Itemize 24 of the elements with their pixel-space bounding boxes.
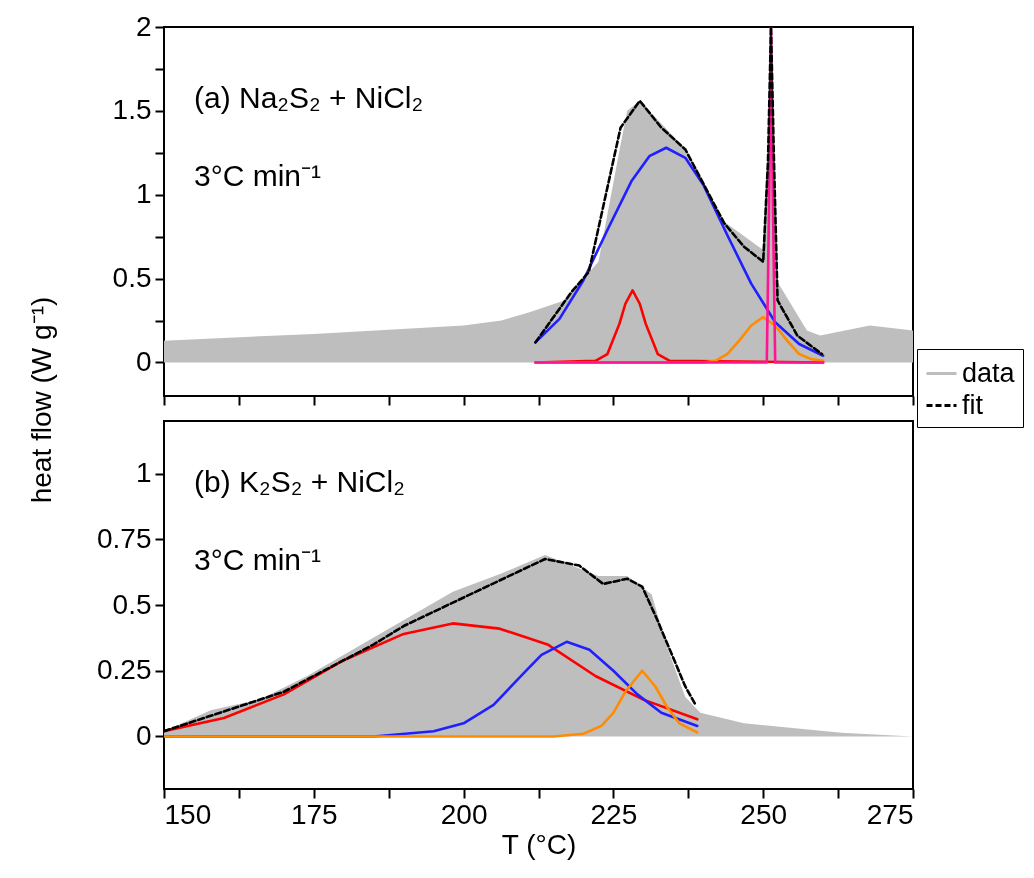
annotation: 3°C min⁻¹: [194, 159, 322, 192]
y-tick-label: 0: [135, 345, 152, 377]
annotation: (b) K₂S₂ + NiCl₂: [194, 465, 405, 498]
x-tick-label: 150: [164, 798, 212, 830]
x-tick-label: 200: [440, 798, 488, 830]
legend-label: fit: [962, 389, 984, 420]
y-tick-label: 0.5: [112, 588, 152, 620]
annotation: (a) Na₂S₂ + NiCl₂: [194, 81, 424, 114]
legend-label: data: [962, 357, 1016, 388]
y-axis-title: heat flow (W g⁻¹): [25, 296, 58, 504]
y-tick-label: 0: [135, 719, 152, 751]
annotation: 3°C min⁻¹: [194, 543, 322, 576]
y-tick-label: 1.5: [112, 94, 152, 126]
y-tick-label: 0.25: [97, 654, 152, 686]
x-tick-label: 225: [590, 798, 638, 830]
x-tick-label: 275: [866, 798, 914, 830]
y-tick-label: 0.75: [97, 522, 152, 554]
y-tick-label: 0.5: [112, 262, 152, 294]
y-tick-label: 2: [135, 10, 152, 42]
x-axis-title: T (°C): [501, 828, 577, 860]
x-tick-label: 175: [290, 798, 338, 830]
y-tick-label: 1: [135, 178, 152, 210]
x-tick-label: 250: [740, 798, 788, 830]
y-tick-label: 1: [135, 457, 152, 489]
